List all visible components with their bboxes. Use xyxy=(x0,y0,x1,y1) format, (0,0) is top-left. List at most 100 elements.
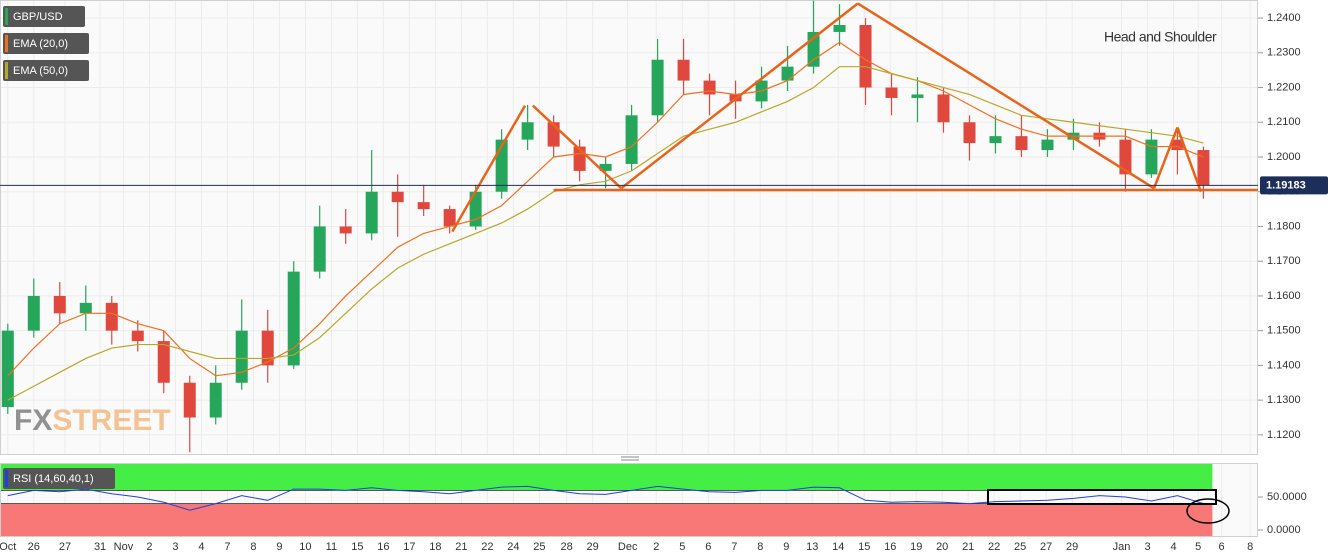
candle-body xyxy=(365,191,378,234)
candle-body xyxy=(781,66,794,81)
x-tick-label: 2 xyxy=(653,541,659,553)
x-tick-label: 2 xyxy=(146,541,152,553)
watermark: STREET xyxy=(52,404,170,437)
x-tick-label: 5 xyxy=(1195,541,1201,553)
candle-body xyxy=(1119,139,1132,175)
panel-grip[interactable] xyxy=(621,456,639,461)
x-tick-label: Nov xyxy=(114,541,134,553)
candle-body xyxy=(625,115,638,164)
legend-swatch xyxy=(5,8,8,25)
candle-body xyxy=(1041,139,1054,151)
x-tick-label: 25 xyxy=(1014,541,1026,553)
candle-body xyxy=(417,202,430,210)
pattern-line xyxy=(451,104,527,233)
pattern-line xyxy=(531,104,623,190)
candle-body xyxy=(157,341,170,383)
pattern-line xyxy=(620,2,859,190)
x-tick-label: Jan xyxy=(1113,541,1131,553)
candle-body xyxy=(677,59,690,81)
legend-box xyxy=(3,6,85,27)
y-tick-label: 1.1700 xyxy=(1267,255,1301,267)
x-tick-label: 21 xyxy=(962,541,974,553)
y-tick-label: 1.2000 xyxy=(1267,151,1301,163)
candle-body xyxy=(131,330,144,342)
x-tick-label: 25 xyxy=(533,541,545,553)
y-tick-label: 1.1400 xyxy=(1267,359,1301,371)
ema-line xyxy=(7,66,1204,401)
rsi-line xyxy=(7,485,1204,511)
x-tick-label: 29 xyxy=(1066,541,1078,553)
y-tick-label: 0.0000 xyxy=(1267,524,1301,536)
x-tick-label: 20 xyxy=(936,541,948,553)
y-tick-label: 1.2100 xyxy=(1267,116,1301,128)
candle-body xyxy=(391,191,404,203)
candle-body xyxy=(339,226,352,234)
x-tick-label: 3 xyxy=(172,541,178,553)
y-tick-label: 1.2300 xyxy=(1267,47,1301,59)
y-tick-label: 1.1500 xyxy=(1267,325,1301,337)
legend-box xyxy=(3,33,89,54)
x-tick-label: 28 xyxy=(560,541,572,553)
legend-item[interactable]: RSI (14,60,40,1) xyxy=(3,468,115,489)
candle-body xyxy=(1015,136,1028,151)
x-tick-label: 15 xyxy=(351,541,363,553)
candle-body xyxy=(859,25,872,88)
x-tick-label: 26 xyxy=(28,541,40,553)
candle-body xyxy=(27,295,40,331)
x-tick-label: 5 xyxy=(679,541,685,553)
rsi-lower-band xyxy=(1,503,1213,536)
candle-body xyxy=(261,330,274,366)
x-tick-label: 6 xyxy=(1219,541,1225,553)
last-price-label: 1.19183 xyxy=(1266,179,1306,191)
y-tick-label: 1.1200 xyxy=(1267,429,1301,441)
legend-box xyxy=(3,468,115,489)
x-tick-label: 18 xyxy=(429,541,441,553)
candle-body xyxy=(1145,139,1158,175)
legend-label: EMA (50,0) xyxy=(13,65,68,77)
x-tick-label: 3 xyxy=(1144,541,1150,553)
x-tick-label: 13 xyxy=(806,541,818,553)
x-tick-label: 8 xyxy=(1247,541,1253,553)
candle-body xyxy=(911,94,924,98)
candle-body xyxy=(989,136,1002,144)
legend-item[interactable]: EMA (50,0) xyxy=(3,60,89,81)
x-tick-label: 19 xyxy=(910,541,922,553)
watermark: FX xyxy=(14,404,52,437)
legend-swatch xyxy=(5,35,8,52)
y-tick-label: 1.2400 xyxy=(1267,12,1301,24)
legend-item[interactable]: GBP/USD xyxy=(3,6,85,27)
candle-body xyxy=(235,330,248,383)
candle-body xyxy=(105,302,118,331)
x-tick-label: 7 xyxy=(731,541,737,553)
x-tick-label: 17 xyxy=(403,541,415,553)
candle-body xyxy=(599,163,612,171)
candle-body xyxy=(287,271,300,366)
legend-swatch xyxy=(5,62,8,79)
rsi-upper-band xyxy=(1,464,1213,491)
x-tick-label: 8 xyxy=(250,541,256,553)
x-tick-label: 16 xyxy=(884,541,896,553)
x-tick-label: 7 xyxy=(224,541,230,553)
legend-swatch xyxy=(5,470,8,487)
y-tick-label: 50.0000 xyxy=(1267,491,1307,503)
candle-body xyxy=(209,382,222,418)
x-tick-label: 22 xyxy=(988,541,1000,553)
legend-label: GBP/USD xyxy=(13,11,63,23)
x-tick-label: 22 xyxy=(481,541,493,553)
candle-body xyxy=(833,25,846,32)
legend-item[interactable]: EMA (20,0) xyxy=(3,33,89,54)
y-tick-label: 1.1800 xyxy=(1267,220,1301,232)
x-tick-label: 21 xyxy=(455,541,467,553)
annotation: Head and Shoulder xyxy=(1104,29,1217,45)
legend-box xyxy=(3,60,89,81)
x-tick-label: 6 xyxy=(705,541,711,553)
x-tick-label: 27 xyxy=(59,541,71,553)
candle-body xyxy=(183,382,196,418)
x-tick-label: 4 xyxy=(1170,541,1176,553)
x-tick-label: 14 xyxy=(832,541,844,553)
candle-body xyxy=(79,302,92,314)
rsi-box-drawing xyxy=(987,489,1217,505)
candle-body xyxy=(963,122,976,144)
candle-body xyxy=(521,122,534,140)
